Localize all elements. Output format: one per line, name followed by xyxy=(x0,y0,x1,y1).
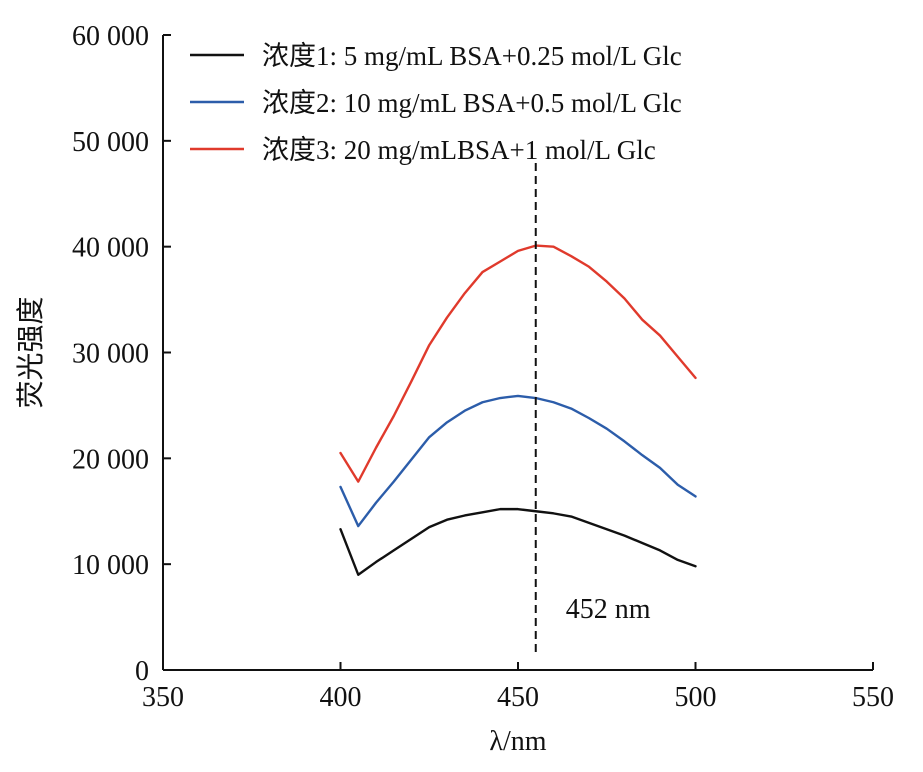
series-line-1 xyxy=(339,507,697,576)
y-tick-label: 30 000 xyxy=(72,339,149,370)
axis-labels-group: λ/nm 荧光强度 xyxy=(15,296,547,757)
y-tick-label: 50 000 xyxy=(72,127,149,158)
x-tick-label: 400 xyxy=(320,682,362,713)
y-tick-label: 40 000 xyxy=(72,233,149,264)
series-line-3 xyxy=(339,244,697,483)
axes-group xyxy=(162,35,873,671)
ticks-group: 350 400 450 500 550 0 10 000 20 000 30 000 40 000… xyxy=(72,21,894,713)
y-tick-label: 20 000 xyxy=(72,444,149,475)
series-group xyxy=(339,244,697,576)
y-tick-label: 0 xyxy=(135,656,149,687)
x-tick-label: 450 xyxy=(497,682,539,713)
legend-label-1: 浓度1: 5 mg/mL BSA+0.25 mol/L Glc xyxy=(262,41,682,71)
annotations-group: 452 nm xyxy=(534,163,651,654)
x-tick-label: 350 xyxy=(142,682,184,713)
legend-label-2: 浓度2: 10 mg/mL BSA+0.5 mol/L Glc xyxy=(262,88,682,118)
peak-wavelength-label: 452 nm xyxy=(566,594,651,625)
legend-label-3: 浓度3: 20 mg/mLBSA+1 mol/L Glc xyxy=(262,135,656,165)
x-axis-label: λ/nm xyxy=(489,726,546,757)
series-line-2 xyxy=(339,394,697,528)
x-tick-label: 550 xyxy=(852,682,894,713)
legend: 浓度1: 5 mg/mL BSA+0.25 mol/L Glc 浓度2: 10 m… xyxy=(190,41,682,165)
y-tick-label: 10 000 xyxy=(72,550,149,581)
y-axis-label: 荧光强度 xyxy=(15,296,47,408)
y-tick-label: 60 000 xyxy=(72,21,149,52)
x-tick-label: 500 xyxy=(675,682,717,713)
